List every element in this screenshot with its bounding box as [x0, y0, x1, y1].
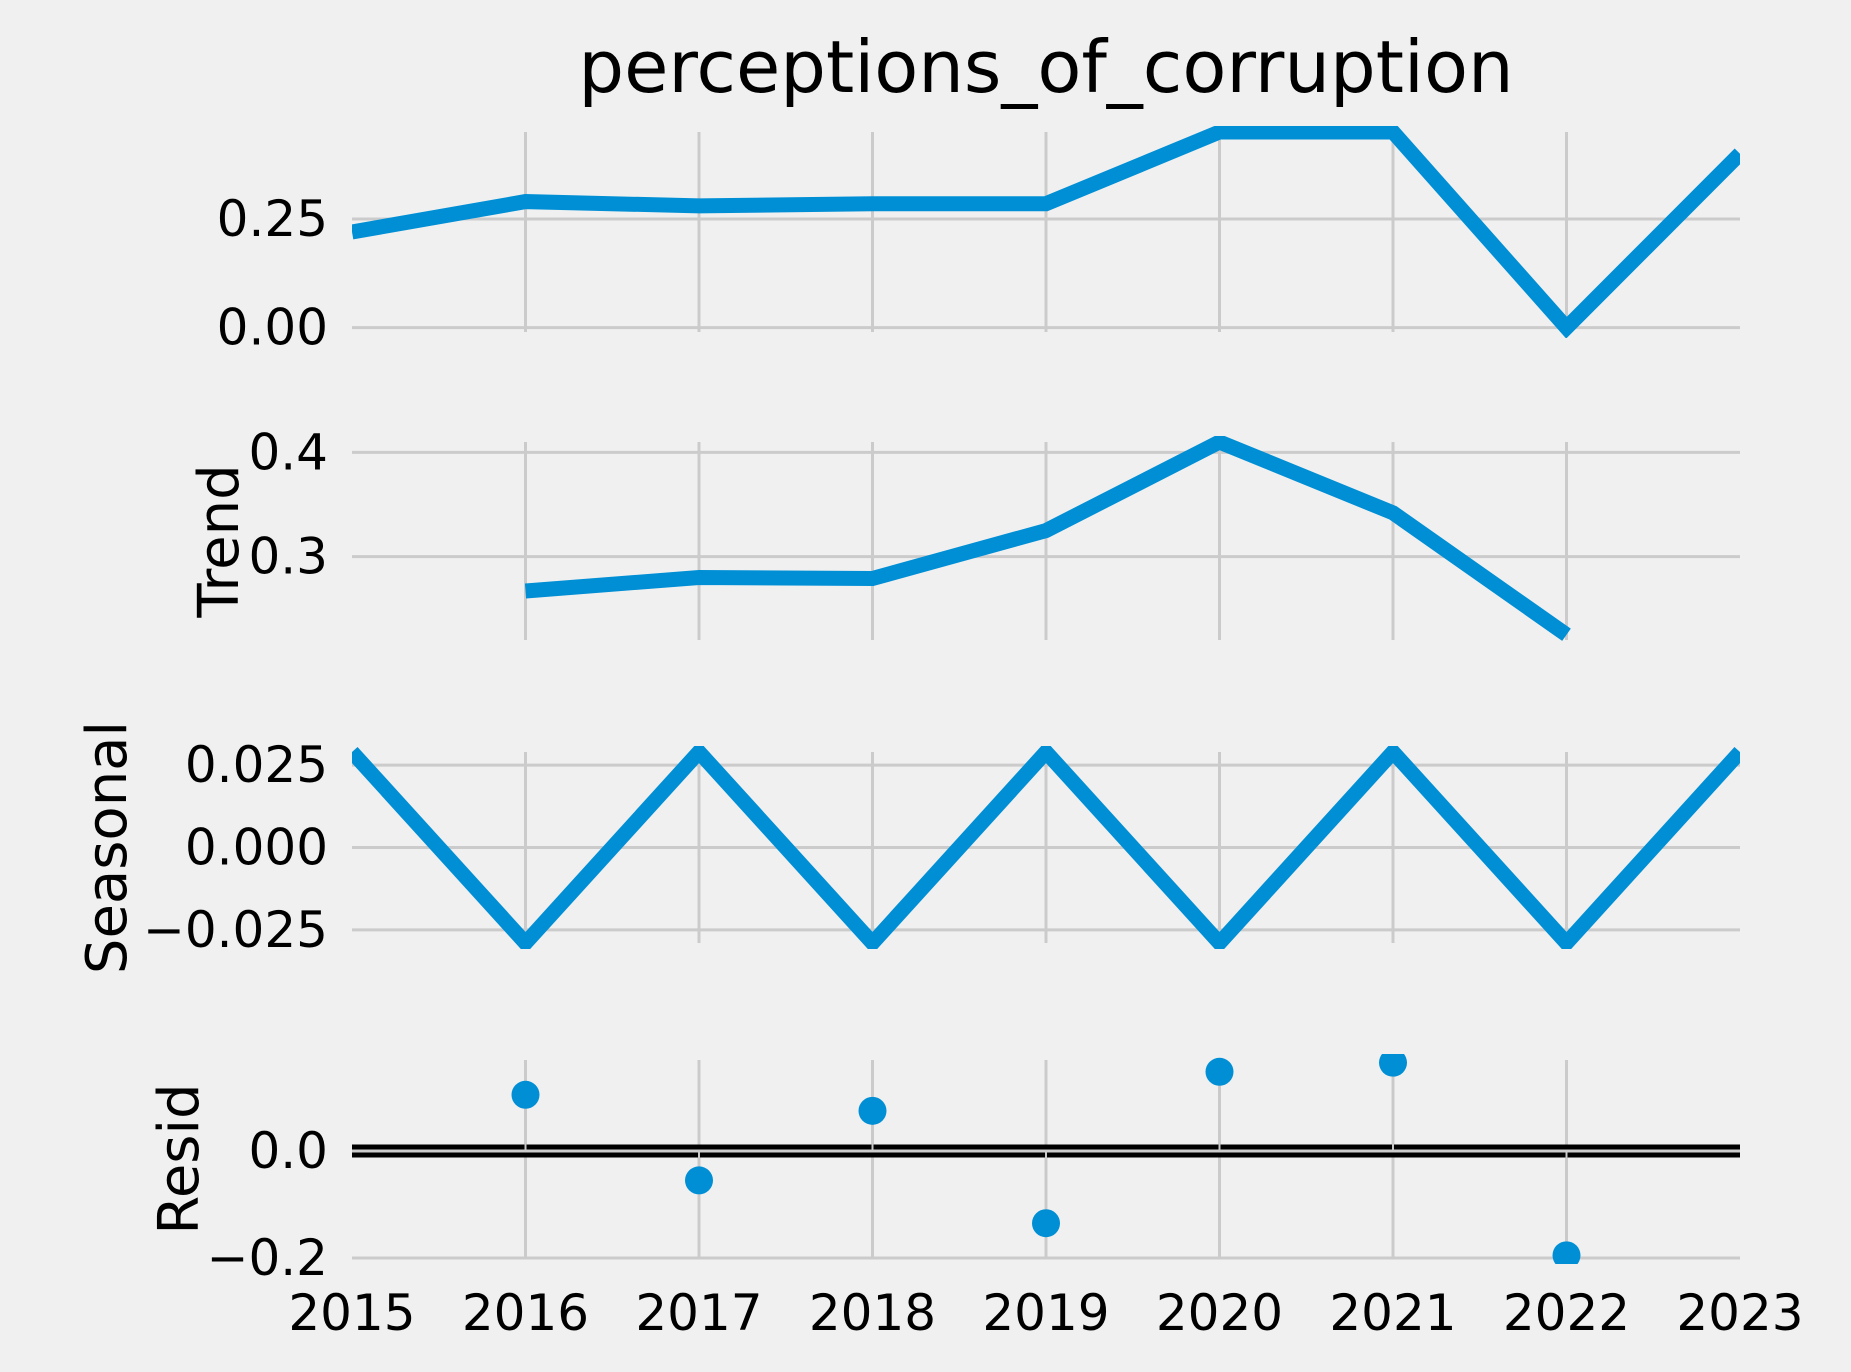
series-line-observed [352, 126, 1740, 338]
y-tick-label: 0.25 [217, 190, 328, 248]
x-tick-label: 2015 [288, 1284, 415, 1342]
y-tick-label: 0.0 [248, 1122, 328, 1180]
y-tick-label: −0.025 [143, 901, 328, 959]
y-tick-label: 0.3 [248, 528, 328, 586]
resid-point [1032, 1209, 1060, 1238]
series-line-seasonal [352, 746, 1740, 949]
y-tick-label: 0.00 [217, 299, 328, 357]
resid-point [1205, 1057, 1234, 1086]
panel-resid: −0.2 0.0 Resid [147, 1054, 1740, 1287]
y-tick-label: 0.4 [248, 423, 328, 481]
y-axis-label-trend: Trend [187, 464, 252, 618]
resid-point [1552, 1241, 1581, 1264]
series-line-trend [524, 436, 1571, 641]
x-axis-ticks: 2015 2016 2017 2018 2019 2020 2021 2022 2023 [288, 1284, 1803, 1342]
x-tick-label: 2018 [809, 1284, 936, 1342]
y-tick-label: −0.2 [207, 1229, 328, 1287]
y-tick-label: 0.000 [185, 819, 328, 877]
y-tick-label: 0.025 [185, 736, 328, 794]
resid-point [1379, 1054, 1407, 1077]
resid-point [685, 1166, 713, 1195]
chart-title: perceptions_of_corruption [578, 25, 1513, 109]
x-tick-label: 2022 [1503, 1284, 1630, 1342]
x-tick-label: 2019 [982, 1284, 1109, 1342]
panel-observed: 0.00 0.25 [217, 126, 1740, 357]
x-tick-label: 2023 [1676, 1284, 1803, 1342]
y-axis-label-seasonal: Seasonal [75, 721, 140, 974]
panel-seasonal: −0.025 0.000 0.025 Seasonal [75, 721, 1740, 974]
resid-point [511, 1080, 540, 1109]
resid-point [858, 1096, 887, 1125]
x-tick-label: 2017 [635, 1284, 762, 1342]
x-tick-label: 2020 [1156, 1284, 1283, 1342]
x-tick-label: 2016 [462, 1284, 589, 1342]
x-tick-label: 2021 [1329, 1284, 1456, 1342]
y-axis-label-resid: Resid [147, 1083, 212, 1234]
